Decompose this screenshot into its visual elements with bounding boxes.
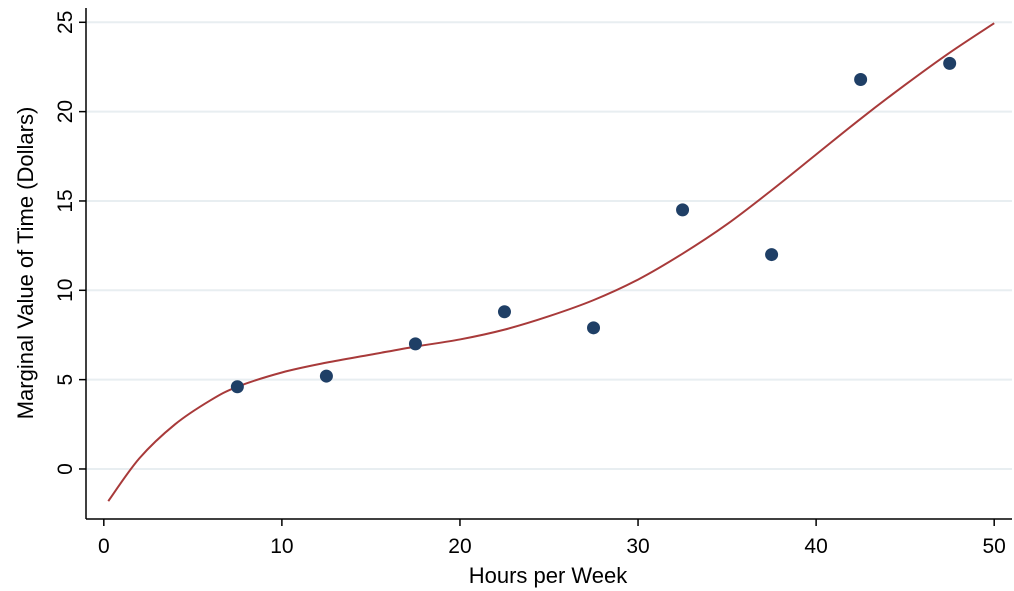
data-point [230,380,244,394]
x-tick-label: 50 [983,535,1006,558]
data-point [854,72,868,86]
x-tick-label: 30 [626,535,649,558]
y-tick-label: 20 [54,100,77,123]
fitted-line [107,22,995,502]
x-axis-ticks: 0 10 20 30 40 50 [98,519,1006,558]
y-tick-label: 0 [54,463,77,475]
data-point [943,56,957,70]
x-tick-label: 10 [270,535,293,558]
data-point [676,203,690,217]
y-axis-title: Marginal Value of Time (Dollars) [13,107,38,420]
data-point [408,337,422,351]
y-tick-label: 15 [54,189,77,212]
y-tick-label: 25 [54,11,77,34]
y-tick-label: 5 [54,374,77,386]
y-tick-label: 10 [54,279,77,302]
data-point [765,248,779,262]
axes [85,8,1012,520]
x-tick-label: 20 [448,535,471,558]
x-tick-label: 40 [804,535,827,558]
x-tick-label: 0 [98,535,110,558]
data-point [497,305,511,319]
data-points [230,56,957,394]
y-axis-ticks: 0 5 10 15 20 25 [54,11,86,475]
gridlines [86,21,1012,470]
data-point [587,321,601,335]
x-axis-title: Hours per Week [469,563,629,588]
data-point [319,369,333,383]
fitted-curve [107,22,995,502]
